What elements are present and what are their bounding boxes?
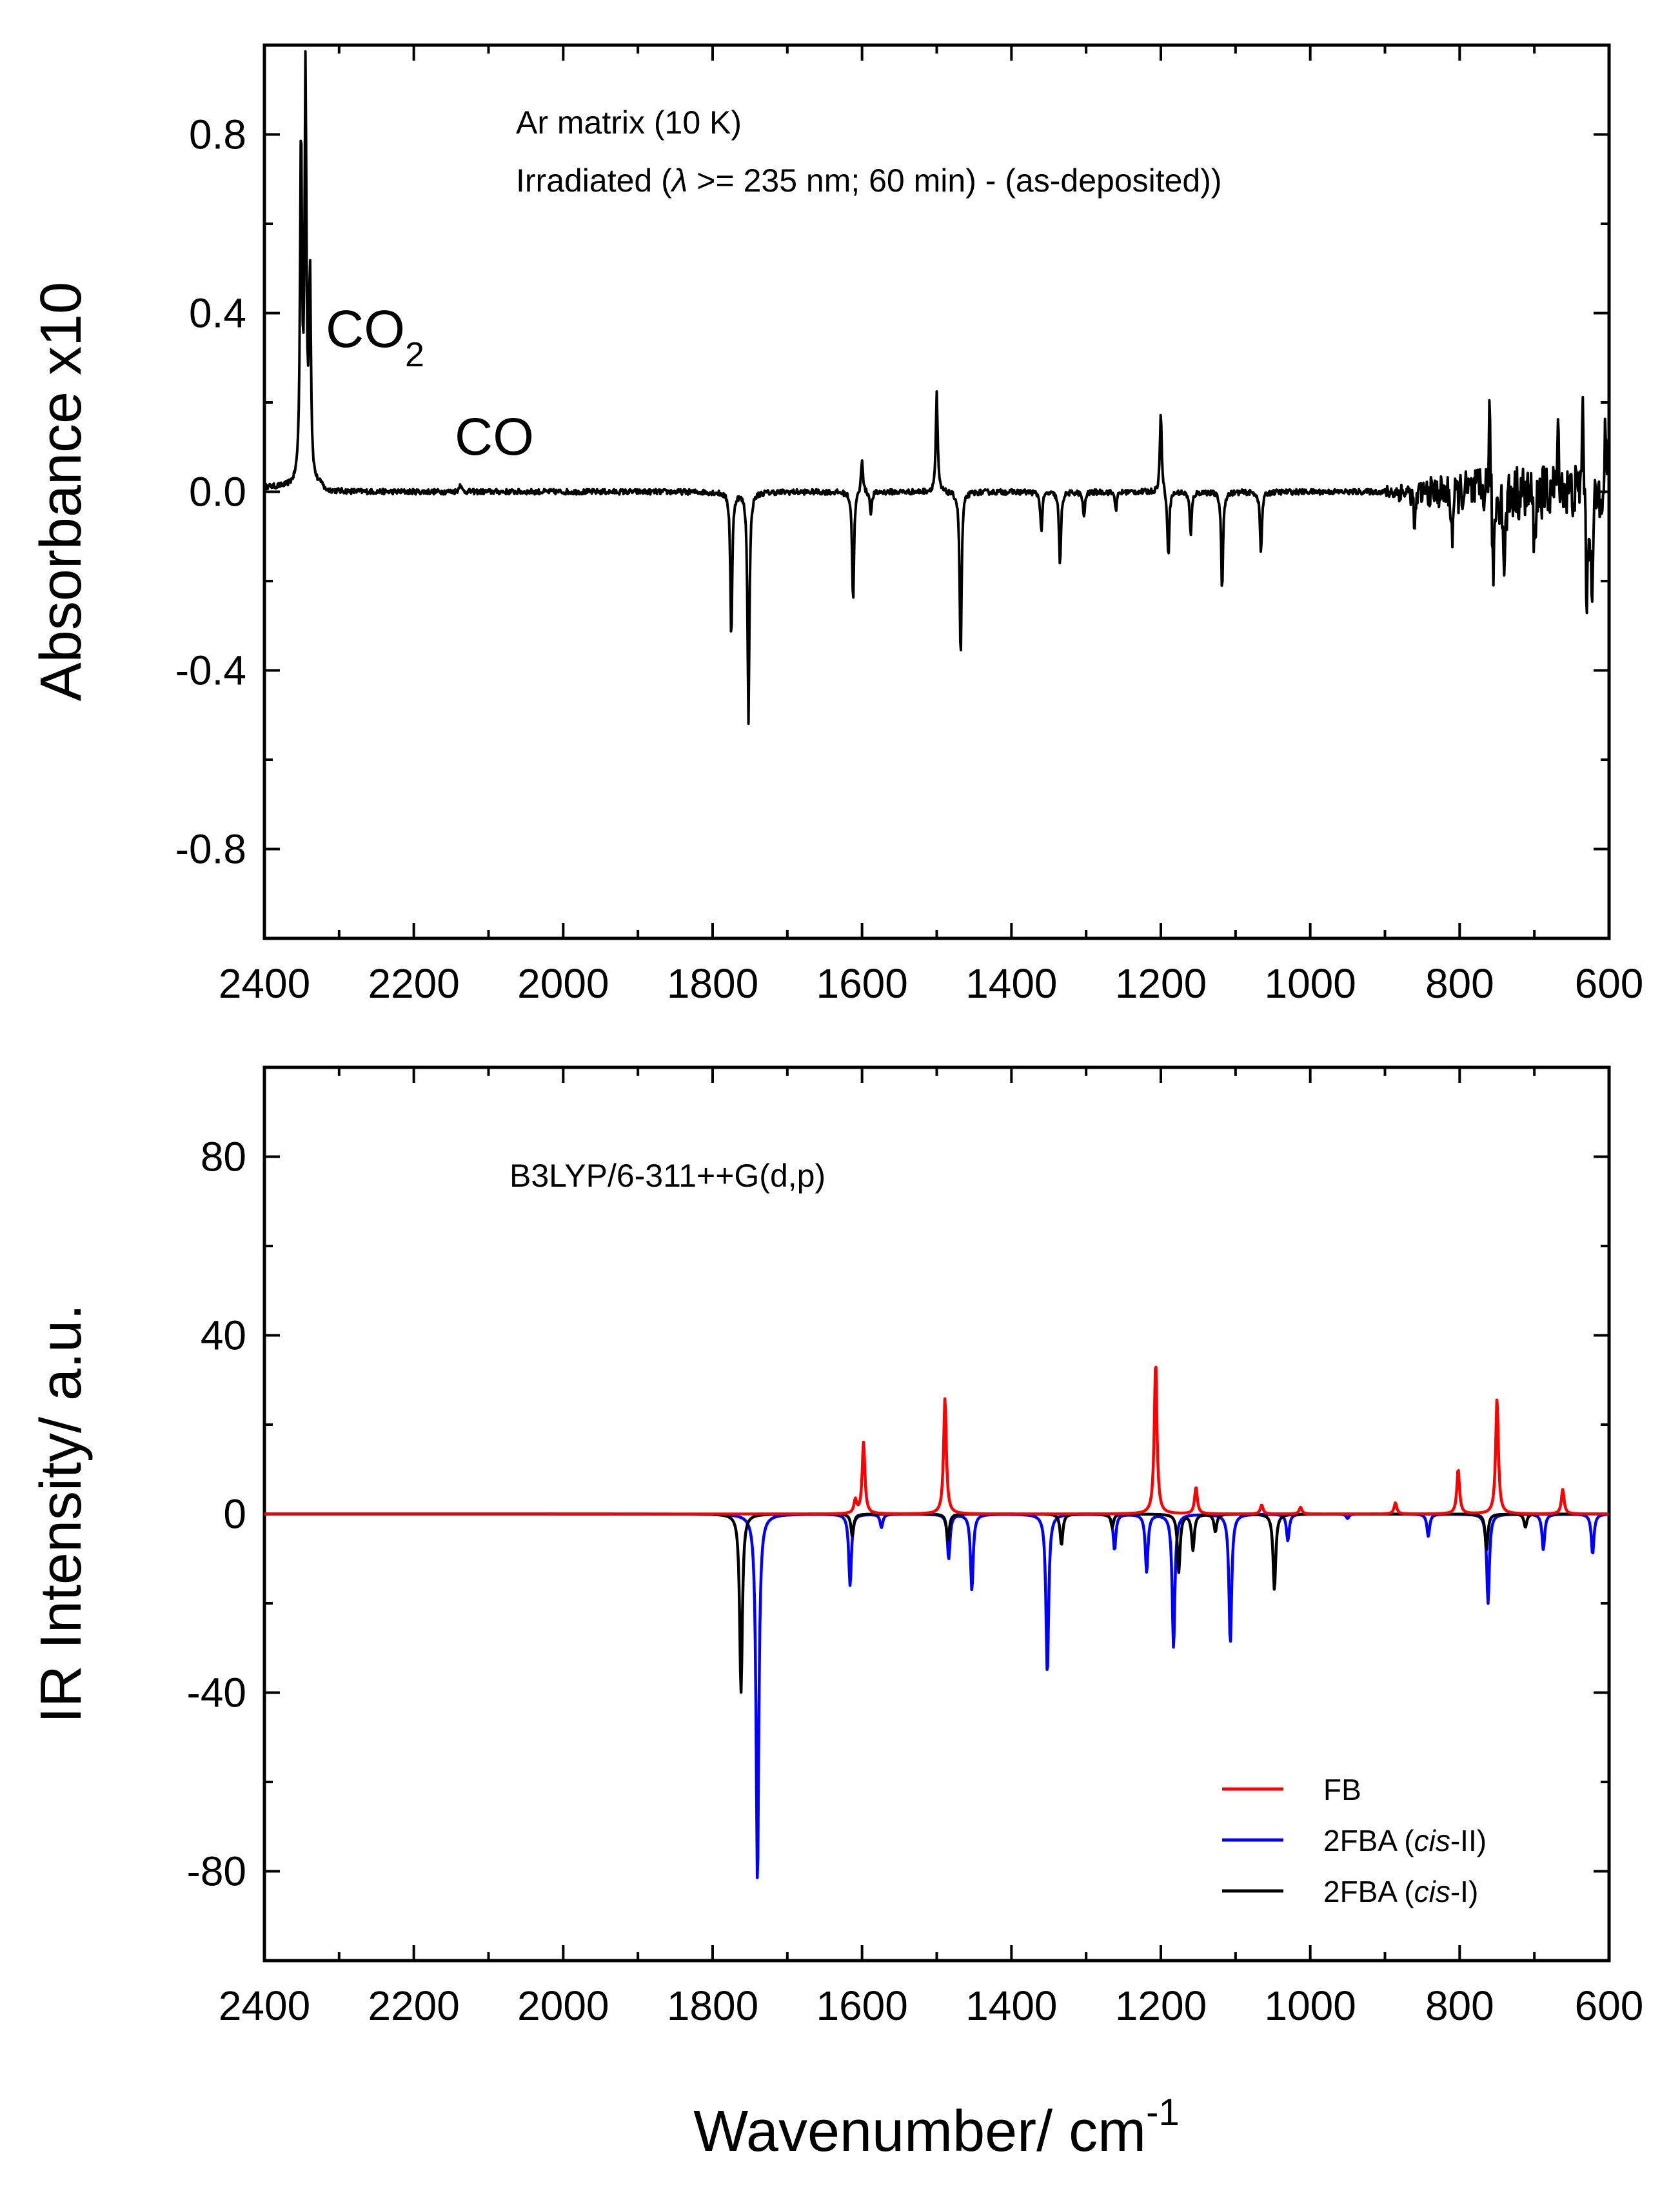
co2-label-main: CO	[326, 300, 405, 359]
legend-label-cis-ii: 2FBA (cis-II)	[1323, 1824, 1487, 1857]
x-tick-label: 600	[1575, 960, 1644, 1007]
x-tick-label: 2000	[517, 960, 609, 1007]
y-tick-label: 0	[223, 1491, 246, 1538]
legend-cis-ii-suffix: -II)	[1450, 1824, 1487, 1857]
y-tick-label: -0.4	[175, 648, 246, 694]
y-tick-label: 0.4	[189, 290, 246, 337]
x-tick-label: 600	[1575, 1983, 1644, 2029]
bottom-spectrum-series	[263, 1365, 1610, 1879]
x-tick-label: 1000	[1264, 960, 1356, 1007]
x-tick-label: 800	[1425, 960, 1494, 1007]
series-line-2fba-cis-i-	[263, 1512, 1610, 1694]
x-tick-label: 2400	[219, 1983, 310, 2029]
y-tick-label: -0.8	[175, 826, 246, 873]
x-tick-label: 2200	[368, 960, 459, 1007]
y-tick-label: 80	[201, 1134, 246, 1180]
top-y-axis-title: Absorbance x10	[29, 282, 94, 701]
legend-label-fb: FB	[1323, 1773, 1361, 1806]
annotation-lambda-symbol: λ	[670, 163, 688, 199]
bottom-x-tick-labels: 2400 2200 2000 1800 1600 1400 1200 1000 800 600	[219, 1983, 1644, 2029]
x-tick-label: 1800	[667, 1983, 758, 2029]
top-axis-ticks	[263, 44, 1610, 940]
x-tick-label: 800	[1425, 1983, 1494, 2029]
y-tick-label: -40	[187, 1670, 247, 1716]
legend-cis-i-suffix: -I)	[1450, 1875, 1478, 1908]
x-tick-label: 1400	[965, 1983, 1057, 2029]
x-tick-label: 2200	[368, 1983, 459, 2029]
bottom-y-tick-labels: 80 40 0 -40 -80	[187, 1134, 247, 1895]
legend-cis-ii-italic: cis	[1414, 1824, 1450, 1857]
co-label: CO	[455, 408, 534, 466]
bottom-x-axis-title: Wavenumber/ cm-1	[693, 2092, 1179, 2164]
top-annotation-line-1: Ar matrix (10 K)	[516, 104, 742, 141]
co2-label-subscript: 2	[405, 335, 424, 374]
series-line-difference-spectrum	[263, 50, 1610, 726]
x-axis-title-main: Wavenumber/ cm	[693, 2099, 1146, 2164]
legend-label-cis-i: 2FBA (cis-I)	[1323, 1875, 1478, 1908]
x-tick-label: 2400	[219, 960, 310, 1007]
x-tick-label: 1200	[1115, 960, 1207, 1007]
x-tick-label: 1600	[816, 1983, 907, 2029]
top-annotation-line-2: Irradiated (λ >= 235 nm; 60 min) - (as-d…	[516, 163, 1222, 199]
legend-cis-i-italic: cis	[1414, 1875, 1450, 1908]
y-tick-label: 40	[201, 1312, 246, 1359]
bottom-legend: FB 2FBA (cis-II) 2FBA (cis-I)	[1222, 1773, 1487, 1908]
x-tick-label: 1800	[667, 960, 758, 1007]
y-tick-label: 0.0	[189, 469, 246, 515]
legend-cis-i-prefix: 2FBA (	[1323, 1875, 1414, 1908]
bottom-panel: 2400 2200 2000 1800 1600 1400 1200 1000 800 600 8…	[29, 1065, 1644, 2164]
top-x-tick-labels: 2400 2200 2000 1800 1600 1400 1200 1000 800 600	[219, 960, 1644, 1007]
annotation-irradiated-prefix: Irradiated (	[516, 163, 672, 199]
top-spectrum-series	[263, 50, 1610, 726]
top-y-tick-labels: 0.8 0.4 0.0 -0.4 -0.8	[175, 112, 246, 873]
x-tick-label: 2000	[517, 1983, 609, 2029]
legend-cis-ii-prefix: 2FBA (	[1323, 1824, 1414, 1857]
y-tick-label: -80	[187, 1848, 247, 1895]
bottom-annotation-method: B3LYP/6-311++G(d,p)	[509, 1158, 825, 1194]
bottom-y-axis-title: IR Intensity/ a.u.	[29, 1304, 94, 1723]
x-tick-label: 1400	[965, 960, 1057, 1007]
co2-label: CO2	[326, 300, 424, 374]
series-line-2fba-cis-ii-	[263, 1512, 1610, 1879]
top-panel: 2400 2200 2000 1800 1600 1400 1200 1000 800 600 0…	[29, 43, 1644, 1007]
annotation-irradiated-suffix: >= 235 nm; 60 min) - (as-deposited))	[687, 163, 1221, 199]
x-axis-title-superscript: -1	[1146, 2092, 1180, 2133]
x-tick-label: 1200	[1115, 1983, 1207, 2029]
x-tick-label: 1600	[816, 960, 907, 1007]
x-tick-label: 1000	[1264, 1983, 1356, 2029]
bottom-axis-ticks	[263, 1066, 1610, 1962]
series-line-fb	[263, 1365, 1610, 1516]
y-tick-label: 0.8	[189, 112, 246, 158]
